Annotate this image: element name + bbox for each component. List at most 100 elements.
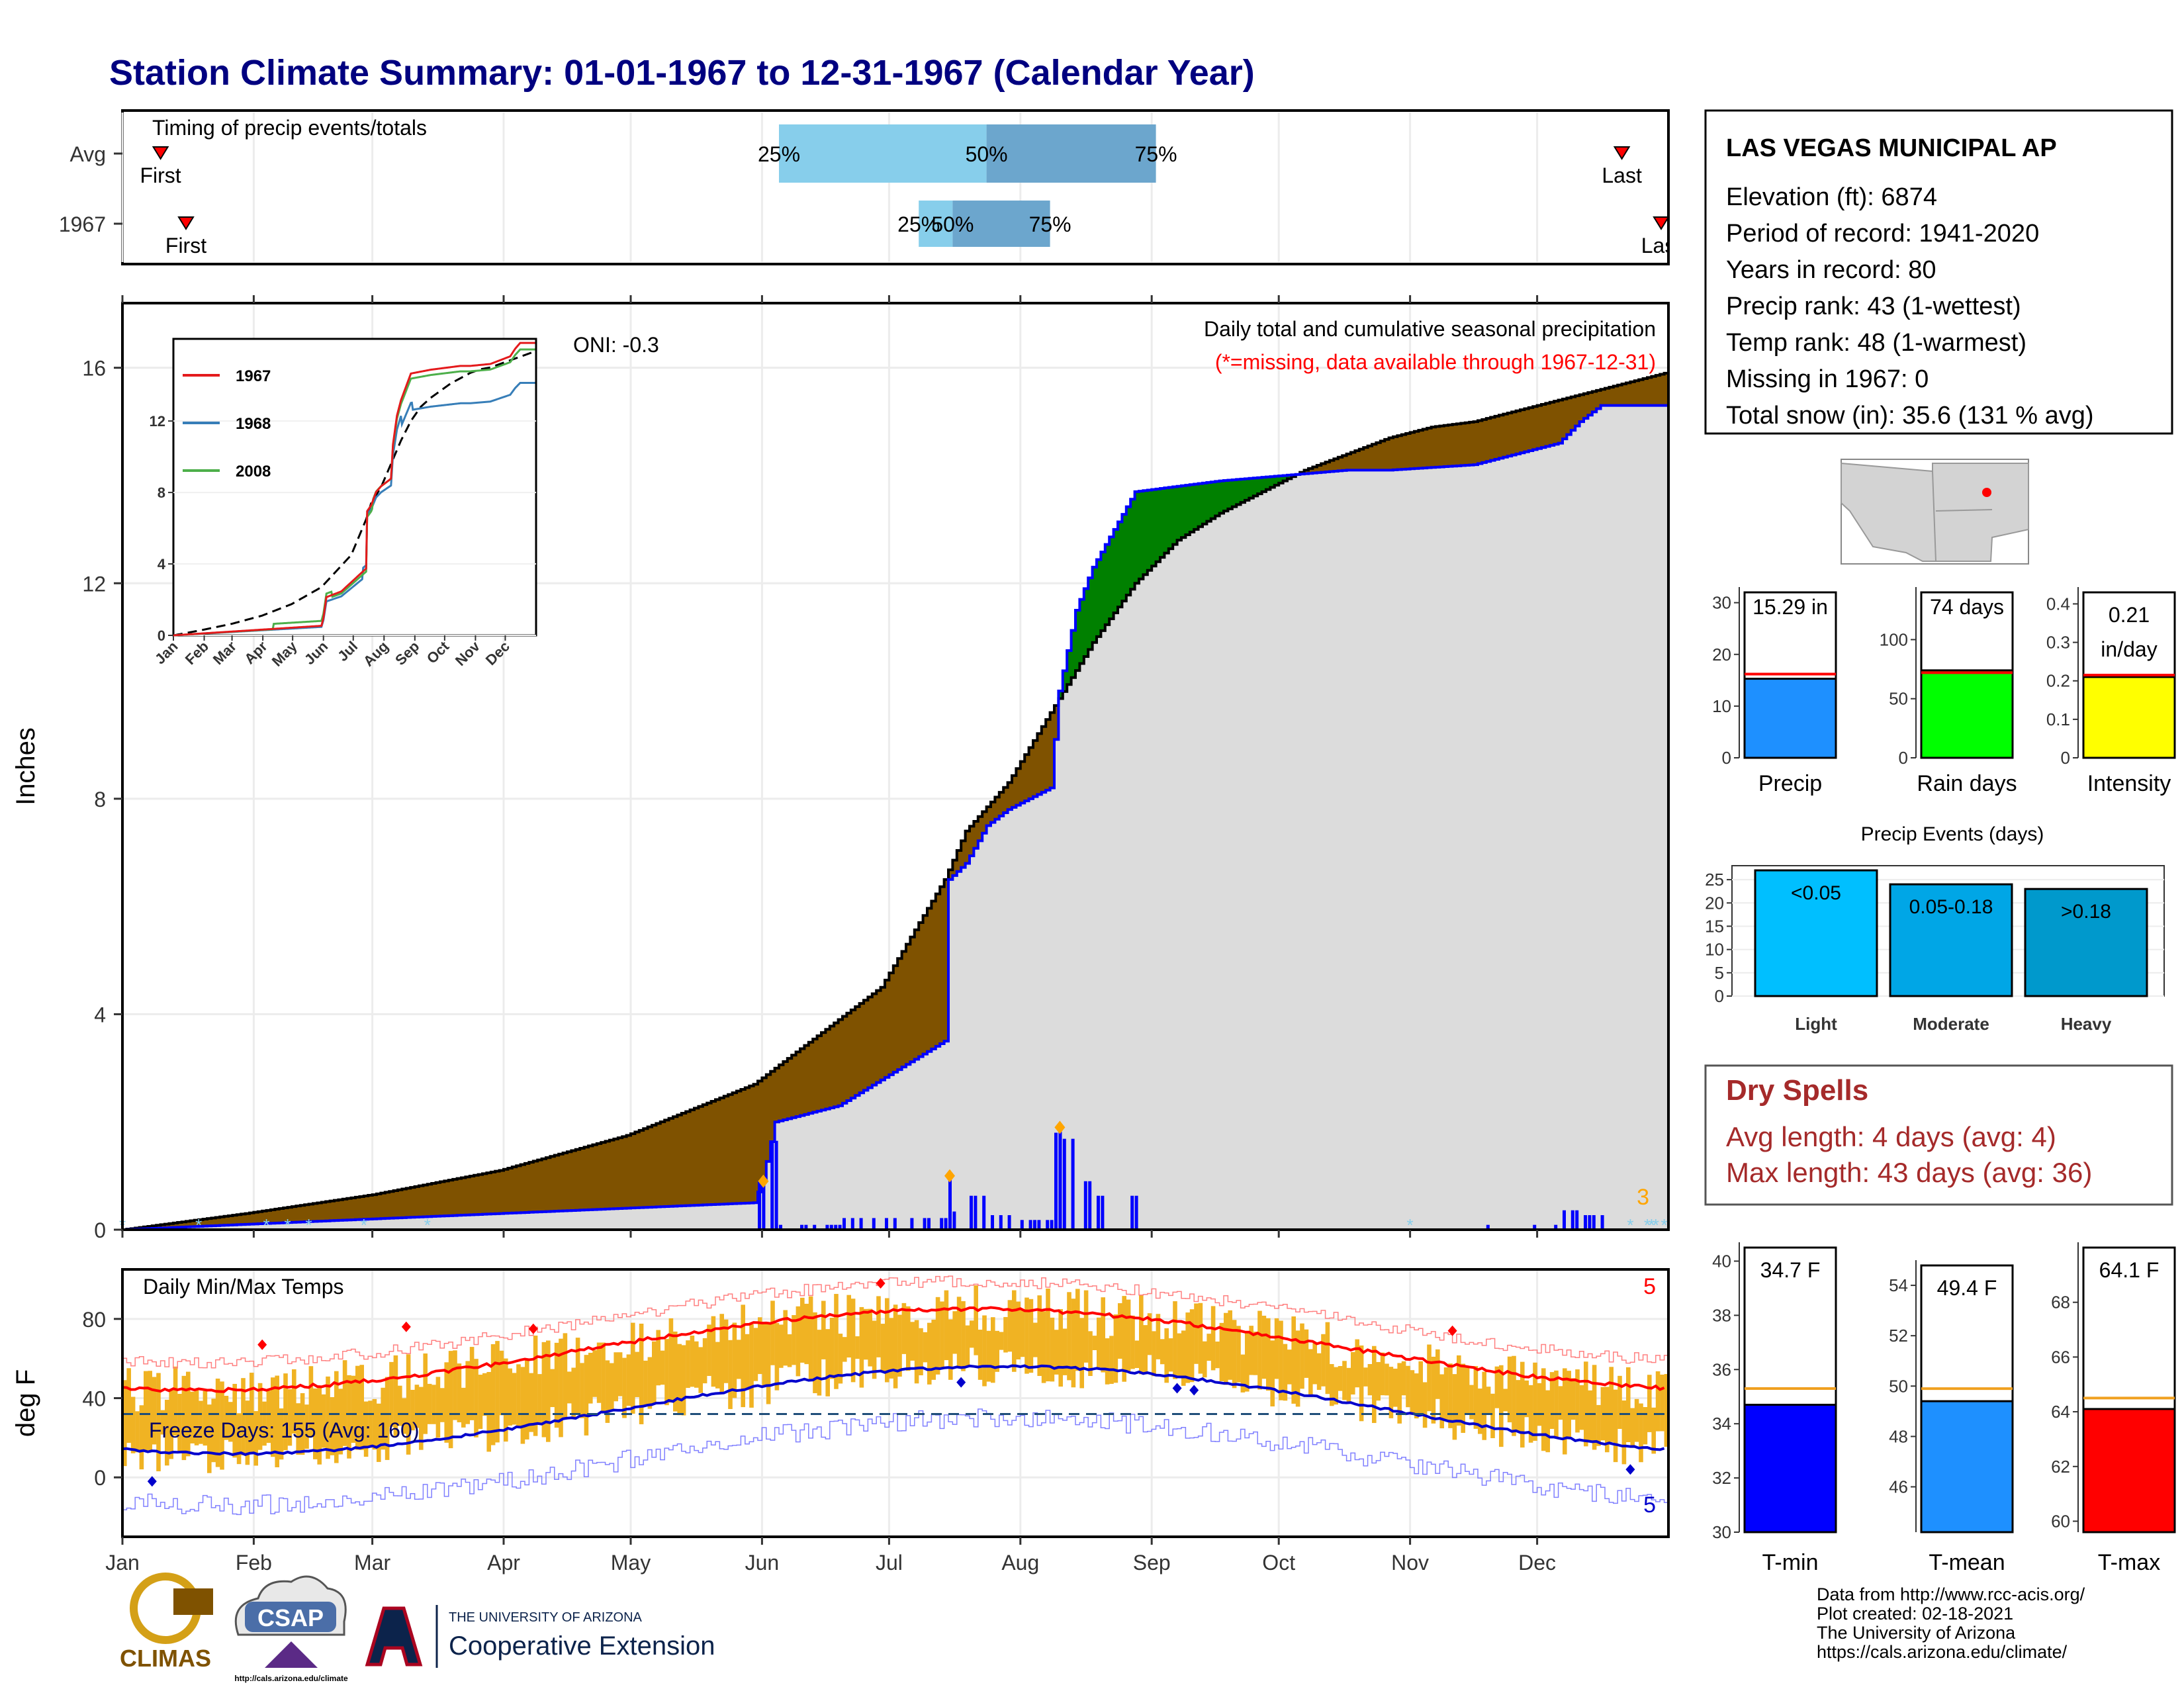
events-y-tick-label: 0	[1715, 986, 1724, 1006]
daily-temp-range-bar	[504, 1358, 508, 1442]
daily-temp-range-bar	[1575, 1369, 1580, 1433]
daily-temp-range-bar	[1058, 1308, 1063, 1387]
daily-temp-range-bar	[465, 1361, 470, 1424]
daily-temp-range-bar	[508, 1368, 512, 1426]
daily-temp-range-bar	[1177, 1333, 1182, 1377]
daily-temp-range-bar	[846, 1295, 851, 1358]
station-detail-line: Total snow (in): 35.6 (131 % avg)	[1726, 402, 2094, 430]
events-y-tick-label: 10	[1705, 940, 1724, 960]
daily-temp-range-bar	[1283, 1344, 1288, 1401]
temp-bar-y-tick-label: 32	[1712, 1468, 1731, 1488]
temp-bar-y-tick-label: 54	[1889, 1275, 1908, 1295]
daily-temp-range-bar	[1203, 1341, 1207, 1378]
daily-temp-range-bar	[266, 1391, 271, 1443]
daily-temp-range-bar	[1660, 1374, 1664, 1432]
daily-temp-range-bar	[1232, 1320, 1237, 1389]
daily-temp-range-bar	[961, 1301, 966, 1371]
daily-temp-range-bar	[834, 1294, 839, 1389]
daily-temp-range-bar	[1118, 1303, 1122, 1359]
daily-temp-range-bar	[279, 1408, 284, 1460]
temp-bar-y-tick-label: 46	[1889, 1477, 1908, 1497]
daily-precip-bar	[885, 1218, 888, 1230]
daily-temp-range-bar	[165, 1399, 169, 1466]
snow-day-marker: *	[1648, 1215, 1655, 1235]
extreme-precip-marker	[1054, 1120, 1066, 1134]
temp-count-top: 5	[1643, 1274, 1656, 1299]
daily-precip-bar	[825, 1224, 829, 1230]
daily-temp-range-bar	[144, 1371, 148, 1452]
daily-temp-range-bar	[715, 1342, 720, 1389]
daily-precip-bar	[974, 1195, 978, 1230]
map-region-shape	[1841, 462, 2029, 562]
daily-temp-range-bar	[1363, 1367, 1368, 1387]
daily-temp-range-bar	[432, 1385, 436, 1424]
month-label: May	[611, 1551, 651, 1575]
station-detail-line: Missing in 1967: 0	[1726, 365, 1929, 393]
daily-temp-range-bar	[1330, 1364, 1334, 1406]
average-cumulative-line	[122, 371, 1668, 1231]
daily-temp-range-bar	[1355, 1339, 1359, 1388]
daily-temp-range-bar	[427, 1383, 432, 1424]
daily-temp-range-bar	[529, 1373, 533, 1432]
daily-precip-bar	[1101, 1195, 1105, 1230]
daily-temp-range-bar	[1101, 1297, 1105, 1373]
daily-precip-bar	[940, 1218, 944, 1230]
daily-temp-range-bar	[1651, 1407, 1656, 1454]
daily-temp-range-bar	[173, 1366, 178, 1436]
daily-temp-range-bar	[749, 1324, 754, 1408]
daily-temp-range-bar	[1431, 1356, 1436, 1424]
daily-temp-range-bar	[1024, 1297, 1029, 1374]
logos: CLIMAS CSAP http://cals.arizona.edu/clim…	[120, 1573, 715, 1683]
record-low-marker	[1625, 1464, 1635, 1475]
temp-bar-value-label: 34.7 F	[1760, 1258, 1821, 1282]
precip-missing-note: (*=missing, data available through 1967-…	[1215, 350, 1656, 374]
daily-temp-range-bar	[1376, 1361, 1381, 1401]
daily-temp-range-bar	[1494, 1366, 1500, 1408]
daily-temp-range-bar	[499, 1350, 504, 1416]
daily-temp-range-bar	[991, 1317, 995, 1383]
summary-y-tick-label: 0.3	[2046, 633, 2070, 653]
daily-temp-range-bar	[1156, 1314, 1161, 1359]
month-label: Jan	[105, 1551, 140, 1575]
daily-temp-range-bar	[1643, 1407, 1648, 1445]
daily-precip-bar	[1088, 1181, 1092, 1230]
daily-temp-range-bar	[855, 1336, 860, 1359]
daily-temp-range-bar	[1338, 1365, 1343, 1391]
temp-bar-y-tick-label: 52	[1889, 1326, 1908, 1346]
daily-temp-range-bar	[1020, 1309, 1025, 1357]
daily-precip-bar	[1588, 1215, 1592, 1230]
temp-bar-value	[1920, 1400, 2014, 1533]
daily-temp-range-bar	[694, 1341, 699, 1388]
daily-temp-range-bar	[787, 1334, 792, 1367]
inset-frame	[172, 338, 537, 637]
daily-temp-range-bar	[660, 1350, 665, 1385]
precip-event-category-label: Moderate	[1913, 1014, 1989, 1034]
daily-temp-range-bar	[944, 1290, 949, 1361]
daily-temp-range-bar	[668, 1318, 674, 1403]
daily-temp-range-bar	[1621, 1400, 1627, 1465]
daily-temp-range-bar	[308, 1366, 314, 1437]
daily-precip-bar	[1071, 1138, 1075, 1230]
daily-temp-range-bar	[741, 1304, 745, 1408]
daily-temp-range-bar	[283, 1373, 288, 1451]
events-y-tick-label: 5	[1715, 963, 1724, 983]
daily-temp-range-bar	[368, 1400, 373, 1448]
daily-temp-range-bar	[1113, 1314, 1118, 1383]
daily-temp-range-bar	[300, 1393, 305, 1455]
temp-bar-value-label: 49.4 F	[1937, 1276, 1997, 1300]
daily-temp-range-bar	[559, 1338, 563, 1438]
station-detail-lines: Elevation (ft): 6874 Period of record: 19…	[1726, 183, 2094, 430]
daily-temp-range-bar	[512, 1373, 517, 1425]
daily-temp-range-bar	[1541, 1368, 1546, 1451]
daily-temp-range-bar	[1109, 1336, 1114, 1384]
daily-precip-bar	[1033, 1220, 1036, 1230]
normal-min-temp-line	[122, 1364, 1665, 1456]
daily-temp-range-bar	[245, 1400, 250, 1465]
inset-legend-label: 2008	[236, 463, 271, 480]
daily-temp-range-bar	[1664, 1374, 1669, 1447]
month-label: Aug	[1001, 1551, 1039, 1575]
daily-temp-range-bar	[1465, 1367, 1470, 1414]
daily-temp-range-bar	[1639, 1403, 1643, 1463]
